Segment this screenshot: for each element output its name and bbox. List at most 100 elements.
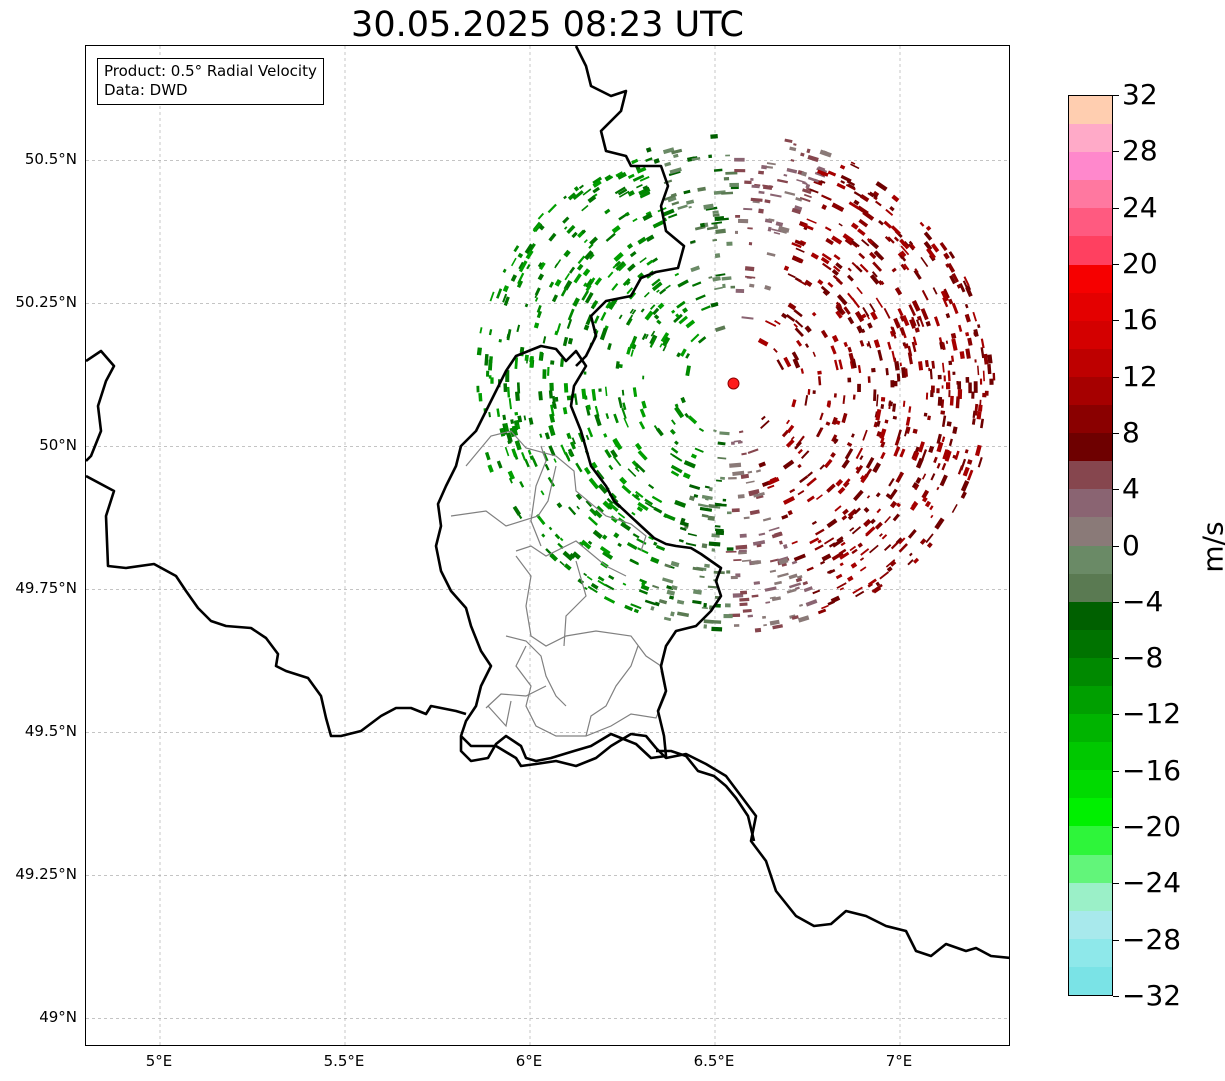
lon-tick-label: 5°E	[145, 1052, 173, 1070]
echo-pixel	[903, 263, 910, 271]
echo-pixel	[897, 307, 904, 317]
echo-pixel	[911, 300, 921, 312]
echo-pixel	[853, 199, 860, 206]
echo-pixel	[524, 303, 529, 308]
echo-pixel	[806, 477, 817, 487]
colorbar-tick	[1113, 939, 1119, 941]
echo-pixel	[712, 213, 720, 217]
echo-pixel	[581, 204, 589, 212]
echo-pixel	[716, 217, 729, 221]
echo-pixel	[488, 411, 491, 418]
colorbar-segment	[1069, 798, 1112, 827]
echo-pixel	[715, 530, 725, 536]
echo-pixel	[907, 559, 914, 566]
colorbar-tick	[1113, 376, 1119, 378]
echo-pixel	[828, 402, 832, 408]
echo-pixel	[850, 241, 858, 248]
echo-pixel	[744, 180, 752, 185]
echo-pixel	[538, 391, 543, 401]
echo-pixel	[817, 608, 827, 615]
echo-pixel	[760, 415, 766, 421]
echo-pixel	[713, 429, 717, 433]
echo-pixel	[869, 274, 880, 285]
echo-pixel	[920, 449, 928, 461]
echo-pixel	[784, 138, 793, 144]
echo-pixel	[697, 186, 706, 192]
echo-pixel	[987, 354, 993, 364]
colorbar-tick-label: 32	[1122, 78, 1158, 111]
echo-pixel	[590, 277, 596, 283]
echo-pixel	[717, 456, 727, 460]
echo-pixel	[963, 276, 970, 287]
echo-pixel	[630, 603, 642, 610]
echo-pixel	[964, 449, 969, 454]
echo-pixel	[511, 448, 518, 458]
echo-pixel	[604, 449, 612, 459]
echo-pixel	[791, 255, 804, 264]
echo-pixel	[812, 390, 816, 395]
echo-pixel	[677, 204, 688, 210]
echo-pixel	[588, 477, 600, 490]
colorbar-tick-label: −24	[1122, 866, 1182, 900]
echo-pixel	[517, 415, 523, 423]
echo-pixel	[712, 210, 719, 215]
echo-pixel	[682, 472, 691, 480]
colorbar-tick-label: −16	[1122, 753, 1182, 787]
radar-map[interactable]	[86, 46, 1010, 1046]
echo-pixel	[621, 407, 627, 419]
echo-pixel	[608, 574, 615, 581]
radar-site-marker[interactable]	[727, 377, 740, 390]
echo-pixel	[564, 452, 571, 462]
echo-pixel	[591, 300, 599, 308]
echo-pixel	[621, 484, 632, 495]
echo-pixel	[693, 589, 702, 595]
echo-pixel	[654, 601, 660, 607]
echo-pixel	[795, 577, 803, 583]
echo-pixel	[547, 476, 556, 487]
echo-pixel	[714, 325, 726, 333]
echo-pixel	[678, 538, 684, 543]
echo-pixel	[817, 279, 824, 286]
echo-pixel	[887, 341, 892, 350]
echo-pixel	[930, 473, 936, 481]
echo-pixel	[563, 563, 572, 571]
echo-pixel	[786, 419, 791, 425]
echo-pixel	[669, 595, 675, 600]
echo-pixel	[560, 287, 568, 297]
echo-pixel	[729, 462, 742, 468]
echo-pixel	[980, 418, 985, 429]
echo-pixel	[846, 441, 853, 447]
echo-pixel	[860, 313, 867, 319]
echo-pixel	[851, 261, 859, 269]
echo-pixel	[952, 426, 958, 434]
echo-pixel	[831, 269, 840, 276]
echo-pixel	[943, 375, 946, 382]
echo-pixel	[758, 461, 766, 468]
echo-pixel	[589, 253, 595, 260]
echo-pixel	[979, 378, 983, 385]
echo-pixel	[597, 579, 607, 587]
echo-pixel	[948, 360, 953, 366]
echo-pixel	[744, 266, 755, 272]
echo-pixel	[876, 420, 881, 427]
echo-pixel	[756, 544, 762, 548]
echo-pixel	[764, 199, 771, 204]
echo-pixel	[853, 489, 864, 502]
echo-pixel	[949, 274, 957, 285]
echo-pixel	[974, 444, 982, 457]
echo-pixel	[559, 560, 565, 566]
echo-pixel	[548, 445, 556, 457]
echo-pixel	[941, 436, 946, 443]
echo-pixel	[734, 157, 745, 162]
echo-pixel	[939, 474, 948, 487]
echo-pixel	[964, 313, 971, 323]
echo-pixel	[807, 389, 811, 395]
echo-pixel	[510, 274, 518, 282]
echo-pixel	[803, 586, 813, 593]
echo-pixel	[542, 336, 547, 344]
echo-pixel	[817, 376, 822, 386]
map-panel[interactable]	[85, 45, 1010, 1046]
echo-pixel	[563, 383, 569, 393]
echo-pixel	[843, 341, 848, 348]
echo-pixel	[888, 477, 895, 487]
